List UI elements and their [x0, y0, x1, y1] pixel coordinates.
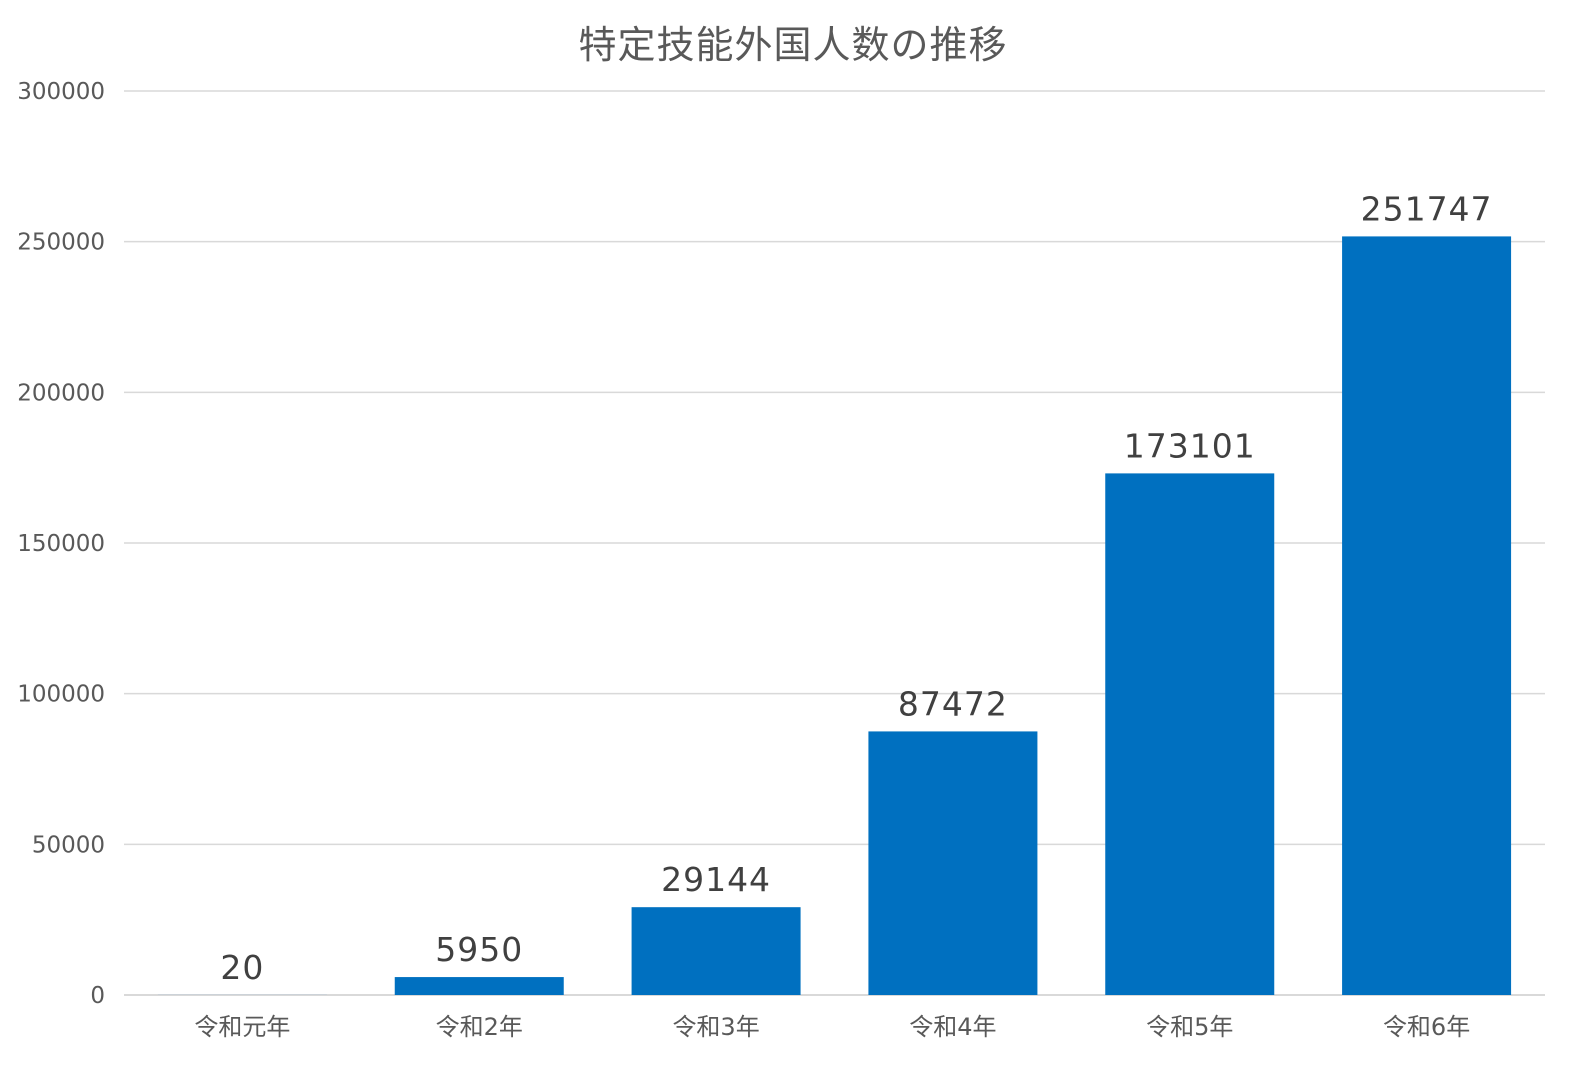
data-label: 87472 [898, 684, 1008, 723]
y-tick-label: 250000 [17, 230, 105, 256]
data-label: 29144 [661, 860, 771, 899]
bar [868, 731, 1038, 995]
x-tick-label: 令和2年 [436, 1013, 523, 1041]
x-tick-label: 令和6年 [1383, 1013, 1470, 1041]
y-tick-label: 200000 [17, 380, 105, 406]
y-tick-label: 150000 [17, 531, 105, 557]
bar [1342, 236, 1512, 996]
y-tick-label: 0 [90, 983, 105, 1009]
data-label: 20 [220, 948, 264, 987]
data-label: 251747 [1361, 189, 1493, 228]
bar [394, 977, 564, 995]
data-label: 5950 [435, 930, 523, 969]
x-tick-label: 令和3年 [672, 1013, 759, 1041]
x-tick-label: 令和4年 [909, 1013, 996, 1041]
y-tick-label: 100000 [17, 682, 105, 708]
bar [631, 907, 801, 995]
data-label: 173101 [1124, 426, 1256, 465]
x-tick-label: 令和5年 [1146, 1013, 1233, 1041]
x-tick-label: 令和元年 [194, 1013, 290, 1041]
y-tick-label: 50000 [32, 832, 105, 858]
bar [1105, 473, 1275, 995]
y-tick-label: 300000 [17, 79, 105, 105]
chart-title: 特定技能外国人数の推移 [578, 23, 1008, 67]
